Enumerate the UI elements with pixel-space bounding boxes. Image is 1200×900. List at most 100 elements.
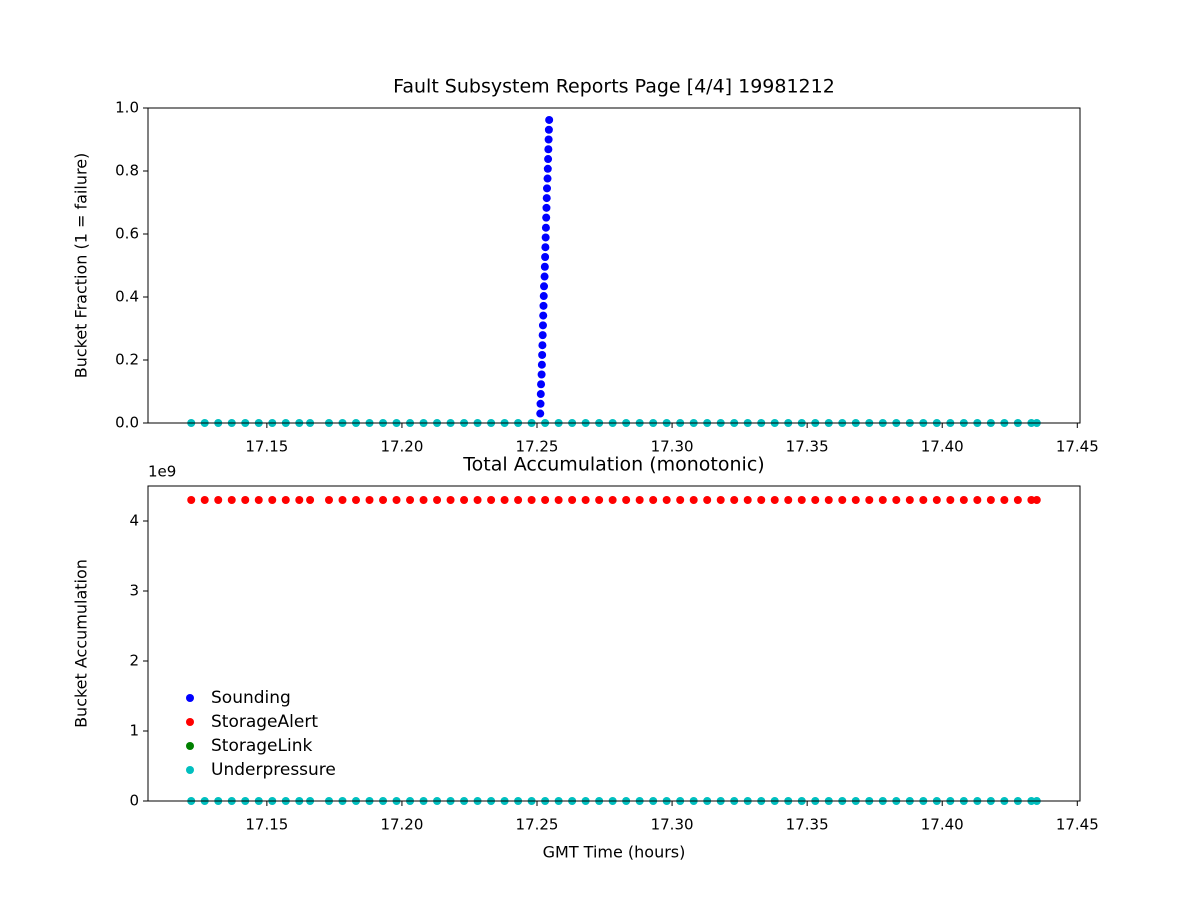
data-point [227,496,236,504]
data-point [554,496,563,504]
x-axis-label: GMT Time (hours) [543,843,686,862]
data-point [214,496,223,504]
data-point [324,496,333,504]
data-point [635,496,644,504]
chart-title: Fault Subsystem Reports Page [4/4] 19981… [393,76,835,98]
y-axis-label: Bucket Fraction (1 = failure) [72,153,91,379]
legend-label: Underpressure [211,760,336,780]
data-point [392,496,401,504]
x-tick-label: 17.20 [380,438,423,456]
data-point [268,496,277,504]
data-point [539,311,548,320]
data-point [662,496,671,504]
data-point [540,272,549,281]
data-point [541,496,550,504]
data-point [622,496,631,504]
x-tick-label: 17.30 [651,438,694,456]
data-point [797,496,806,504]
y-tick-label: 3 [129,582,139,600]
data-point [932,496,941,504]
data-point [281,496,290,504]
data-point [581,496,590,504]
legend-marker [186,766,194,774]
data-point [1000,496,1009,504]
legend-marker [186,694,194,702]
data-point [241,496,250,504]
data-point [649,496,658,504]
data-point [543,164,552,173]
data-point [838,496,847,504]
data-point [716,496,725,504]
legend-marker [186,718,194,726]
data-point [757,496,766,504]
y-tick-label: 2 [129,652,139,670]
x-tick-label: 17.35 [786,816,829,834]
data-point [542,213,551,222]
y-tick-label: 0.4 [115,288,139,306]
data-point [541,233,550,242]
data-point [608,496,617,504]
chart-title: Total Accumulation (monotonic) [462,454,764,476]
y-tick-label: 0.8 [115,162,139,180]
data-point [539,301,548,310]
data-point [536,390,545,399]
data-point [540,282,549,291]
data-point [295,496,304,504]
data-point [703,496,712,504]
data-point [543,174,552,183]
data-point [536,399,545,408]
plot-area [148,108,1080,423]
data-point [689,496,698,504]
data-point [539,292,548,301]
data-point [543,184,552,193]
x-tick-label: 17.40 [921,438,964,456]
data-point [541,223,550,232]
data-point [527,496,536,504]
data-point [986,496,995,504]
data-point [419,496,428,504]
data-point [187,496,196,504]
y-tick-label: 0.6 [115,225,139,243]
data-point [784,496,793,504]
data-point [541,243,550,252]
data-point [865,496,874,504]
y-tick-label: 1.0 [115,99,139,117]
data-point [676,496,685,504]
data-point [538,350,547,359]
data-point [406,496,415,504]
data-point [254,496,263,504]
data-point [919,496,928,504]
x-tick-label: 17.15 [245,816,288,834]
data-point [536,409,545,418]
data-point [540,262,549,271]
data-point [200,496,209,504]
data-point [544,155,553,164]
y-tick-label: 1 [129,722,139,740]
data-point [541,252,550,261]
data-point [542,194,551,203]
data-point [537,370,546,379]
data-point [973,496,982,504]
data-point [306,496,315,504]
data-point [730,496,739,504]
data-point [365,496,374,504]
data-point [544,125,553,134]
y-tick-label: 0.2 [115,351,139,369]
data-point [538,331,547,340]
y-tick-label: 0 [129,792,139,810]
data-point [487,496,496,504]
legend-marker [186,742,194,750]
x-tick-label: 17.40 [921,816,964,834]
data-point [743,496,752,504]
x-tick-label: 17.15 [245,438,288,456]
data-point [851,496,860,504]
data-point [878,496,887,504]
data-point [433,496,442,504]
data-point [946,496,955,504]
data-point [544,135,553,144]
data-point [537,380,546,389]
y-axis-label: Bucket Accumulation [72,559,91,728]
axes-frame [147,107,1081,424]
data-point [538,341,547,350]
